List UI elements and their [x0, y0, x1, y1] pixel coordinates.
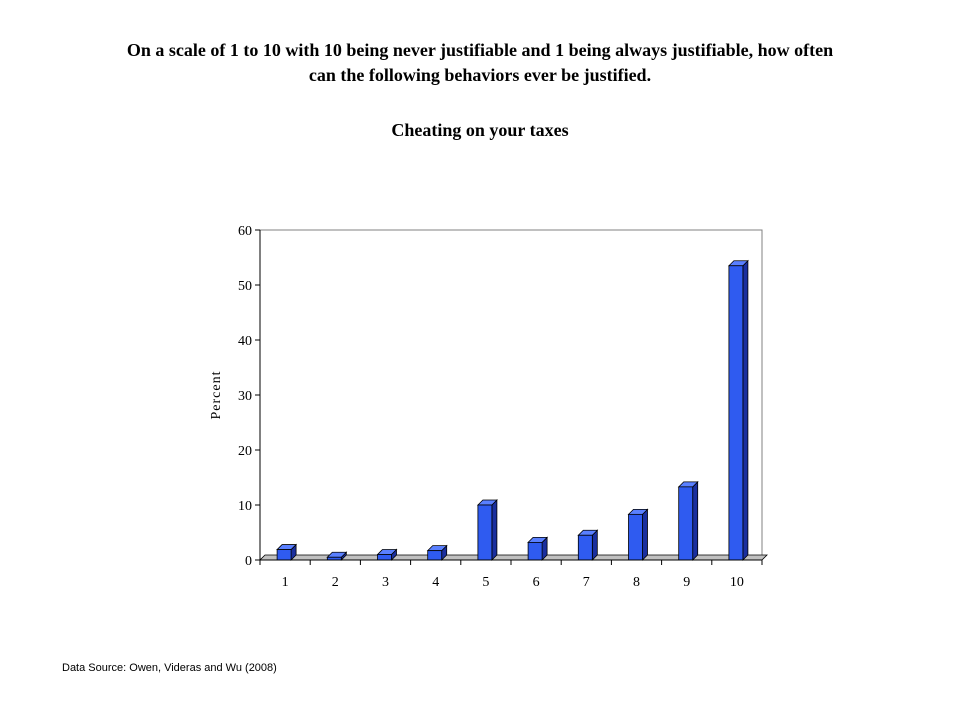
x-tick-label: 7: [583, 575, 590, 590]
bar-front: [527, 542, 543, 561]
title-line-1: On a scale of 1 to 10 with 10 being neve…: [126, 40, 834, 60]
bar: [527, 536, 549, 561]
y-tick-label: 50: [238, 279, 252, 294]
bar-front: [628, 513, 643, 561]
y-tick-label: 20: [238, 444, 252, 459]
x-tick-label: 4: [432, 575, 439, 590]
bar-front: [377, 554, 392, 561]
x-tick-label: 5: [482, 575, 489, 590]
x-tick-label: 1: [282, 575, 289, 590]
x-tick-label: 9: [683, 575, 690, 590]
bar: [426, 544, 448, 561]
x-tick-label: 8: [633, 575, 640, 590]
bar: [326, 551, 348, 561]
bar-front: [477, 504, 493, 561]
bar: [577, 529, 599, 561]
bar-side: [742, 259, 749, 561]
bar: [376, 548, 398, 561]
bar-front: [427, 550, 443, 561]
bar-front: [276, 549, 292, 561]
bar: [476, 499, 498, 561]
bars-group: [276, 259, 749, 561]
bar: [276, 543, 298, 561]
bar-front: [577, 534, 593, 561]
x-tick-label: 6: [533, 575, 540, 590]
bar-side: [692, 480, 699, 561]
bar-front: [678, 486, 694, 561]
bar: [627, 508, 649, 561]
y-tick-label: 40: [238, 334, 252, 349]
y-axis: 0 10 20 30 40 50 60: [238, 224, 261, 569]
y-axis-label: Percent: [209, 371, 224, 420]
x-tick-label: 3: [382, 575, 389, 590]
title-line-2: can the following behaviors ever be just…: [308, 65, 652, 85]
y-tick-label: 0: [245, 554, 252, 569]
y-tick-label: 30: [238, 389, 252, 404]
bar-side: [642, 508, 648, 561]
bar: [677, 480, 699, 561]
bar-side: [491, 499, 498, 561]
x-axis: 1 2 3 4 5 6 7 8 9 10: [259, 559, 763, 590]
bar: [727, 259, 749, 561]
x-tick-label: 2: [332, 575, 339, 590]
data-source-note: Data Source: Owen, Videras and Wu (2008): [62, 662, 277, 674]
chart-subtitle: Cheating on your taxes: [391, 120, 569, 140]
bar-front: [728, 265, 744, 561]
chart-title: On a scale of 1 to 10 with 10 being neve…: [40, 38, 920, 88]
x-tick-label: 10: [730, 575, 744, 590]
y-tick-label: 10: [238, 499, 252, 514]
y-tick-label: 60: [238, 224, 252, 239]
